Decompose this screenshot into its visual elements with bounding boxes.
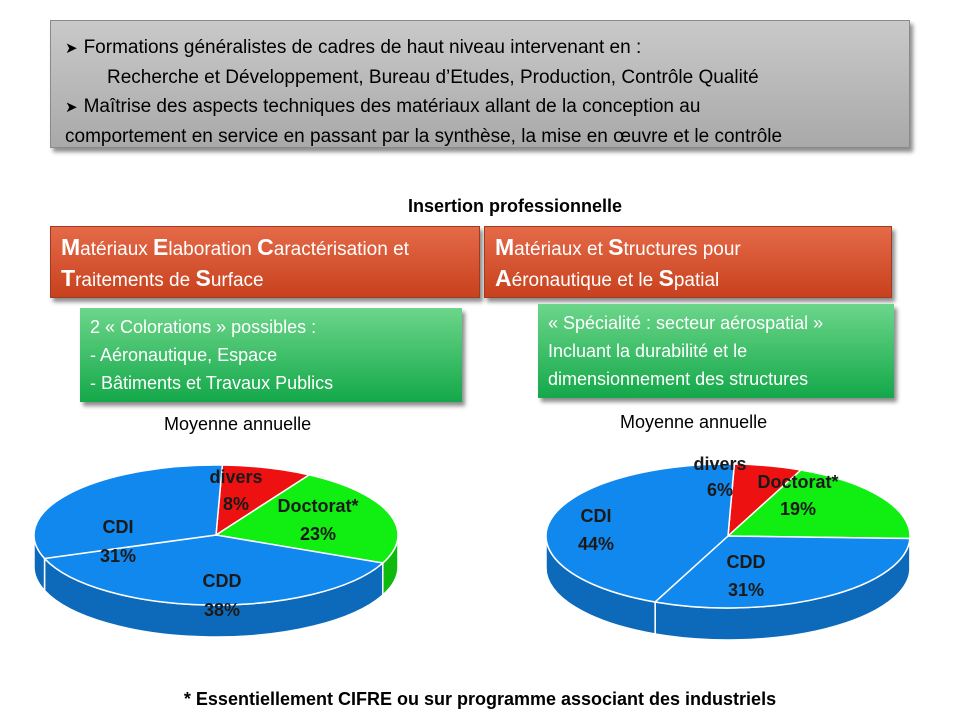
- title-text: atériaux et: [514, 239, 609, 260]
- intro-line-1: Formations généralistes de cadres de hau…: [83, 37, 642, 58]
- program-options-box-2: « Spécialité : secteur aérospatial » Inc…: [538, 304, 894, 398]
- program-1-option-1: 2 « Colorations » possibles :: [90, 317, 317, 337]
- intro-box: ➤ Formations généralistes de cadres de ha…: [50, 20, 910, 148]
- title-text: aractérisation et: [273, 239, 409, 260]
- pie-percent-label: 31%: [728, 580, 764, 600]
- program-title-box-1: Matériaux Elaboration Caractérisation et…: [50, 226, 480, 298]
- title-text: atériaux: [80, 239, 154, 260]
- pie-slice-divers: [215, 464, 312, 537]
- pie-category-label: divers: [693, 454, 746, 474]
- pie-category-label: Doctorat*: [757, 472, 838, 492]
- title-text: tructures pour: [623, 239, 741, 260]
- program-1-option-3: - Bâtiments et Travaux Publics: [90, 373, 334, 393]
- program-title-2-line-2: Aéronautique et le Spatial: [495, 264, 881, 295]
- title-text: laboration: [168, 239, 258, 260]
- title-text: éronautique et le: [511, 270, 659, 291]
- program-2-option-2: Incluant la durabilité et le: [548, 341, 748, 361]
- pie-percent-label: 8%: [223, 494, 249, 514]
- pie-slice-cdd: [653, 535, 911, 609]
- title-initial: S: [658, 265, 674, 291]
- pie-percent-label: 23%: [300, 524, 336, 544]
- chart-2-title: Moyenne annuelle: [620, 412, 768, 432]
- chart-1-title: Moyenne annuelle: [164, 414, 312, 434]
- section-title: Insertion professionnelle: [407, 196, 623, 216]
- title-text: urface: [210, 270, 264, 291]
- title-initial: S: [608, 234, 624, 260]
- program-title-2-line-1: Matériaux et Structures pour: [495, 233, 881, 264]
- title-text: raitements de: [75, 270, 196, 291]
- pie-percent-label: 31%: [100, 546, 136, 566]
- intro-line-4: comportement en service en passant par l…: [65, 126, 783, 147]
- pie-slice-cdd: [43, 534, 385, 606]
- pie-category-label: Doctorat*: [277, 496, 358, 516]
- pie-chart-2: divers 6% Doctorat* 19% CDD 31% CDI 44%: [545, 454, 911, 641]
- pie-percent-label: 38%: [204, 600, 240, 620]
- pie-percent-label: 6%: [707, 480, 733, 500]
- pie-percent-label: 19%: [780, 499, 816, 519]
- title-initial: E: [153, 234, 169, 260]
- title-initial: T: [61, 265, 76, 291]
- pie-chart-1: divers 8% Doctorat* 23% CDD 38% CDI 31%: [33, 464, 399, 638]
- pie-category-label: CDD: [727, 552, 766, 572]
- intro-line-3: Maîtrise des aspects techniques des maté…: [83, 96, 701, 117]
- arrow-bullet-icon: ➤: [65, 99, 78, 116]
- title-initial: M: [61, 234, 81, 260]
- program-1-option-2: - Aéronautique, Espace: [90, 345, 278, 365]
- intro-line-2: Recherche et Développement, Bureau d’Etu…: [107, 67, 759, 88]
- arrow-bullet-icon: ➤: [65, 40, 78, 57]
- title-text: patial: [673, 270, 720, 291]
- program-title-1-line-2: Traitements de Surface: [61, 264, 469, 295]
- pie-slice-cdi: [545, 463, 736, 603]
- program-title-box-2: Matériaux et Structures pour Aéronautiqu…: [484, 226, 892, 298]
- title-initial: A: [495, 265, 512, 291]
- pie-slice-cdi: [33, 464, 224, 560]
- pie-slice-doctorat: [726, 469, 911, 540]
- pie-category-label: CDI: [103, 517, 134, 537]
- title-initial: C: [257, 234, 274, 260]
- program-title-1-line-1: Matériaux Elaboration Caractérisation et: [61, 233, 469, 264]
- pie-percent-label: 44%: [578, 534, 614, 554]
- pie-category-label: CDI: [581, 506, 612, 526]
- program-2-option-3: dimensionnement des structures: [548, 369, 809, 389]
- program-options-box-1: 2 « Colorations » possibles : - Aéronaut…: [80, 308, 462, 402]
- pie-category-label: CDD: [203, 571, 242, 591]
- footnote: * Essentiellement CIFRE ou sur programme…: [183, 689, 777, 709]
- title-initial: M: [495, 234, 515, 260]
- pie-slice-doctorat: [213, 474, 399, 564]
- title-initial: S: [195, 265, 211, 291]
- pie-category-label: divers: [209, 467, 262, 487]
- program-2-option-1: « Spécialité : secteur aérospatial »: [548, 313, 824, 333]
